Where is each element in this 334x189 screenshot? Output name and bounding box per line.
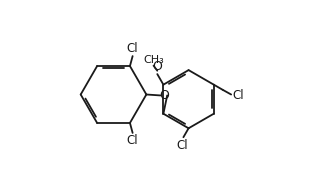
Text: Cl: Cl (232, 89, 244, 102)
Text: O: O (159, 89, 169, 102)
Text: Cl: Cl (127, 42, 138, 55)
Text: Cl: Cl (177, 139, 188, 152)
Text: Cl: Cl (127, 134, 138, 147)
Text: CH₃: CH₃ (143, 55, 164, 65)
Text: O: O (152, 60, 162, 73)
